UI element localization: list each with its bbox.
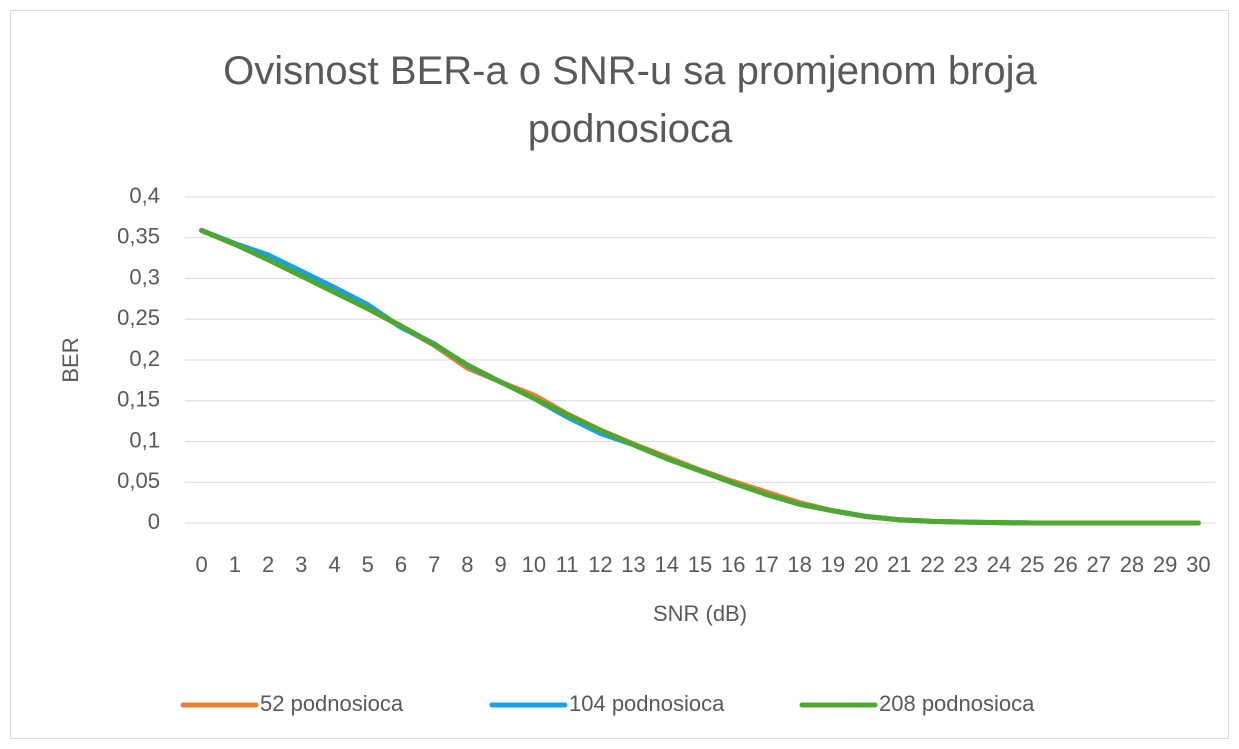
y-tick-label: 0,05 [117, 468, 160, 493]
x-tick-label: 4 [328, 552, 340, 577]
x-tick-label: 13 [621, 552, 645, 577]
x-tick-label: 16 [721, 552, 745, 577]
y-tick-label: 0,4 [129, 183, 160, 208]
x-tick-label: 20 [854, 552, 878, 577]
y-tick-label: 0,25 [117, 305, 160, 330]
x-tick-label: 7 [428, 552, 440, 577]
y-tick-label: 0,15 [117, 387, 160, 412]
x-tick-label: 24 [987, 552, 1011, 577]
y-tick-label: 0,35 [117, 224, 160, 249]
x-tick-label: 28 [1120, 552, 1144, 577]
x-tick-label: 29 [1153, 552, 1177, 577]
y-tick-label: 0,3 [129, 264, 160, 289]
y-tick-label: 0,2 [129, 346, 160, 371]
legend-label: 52 podnosioca [260, 691, 404, 716]
x-tick-label: 19 [821, 552, 845, 577]
x-tick-label: 0 [195, 552, 207, 577]
x-tick-label: 25 [1020, 552, 1044, 577]
x-tick-label: 14 [655, 552, 679, 577]
legend-label: 208 podnosioca [879, 691, 1035, 716]
legend-label: 104 podnosioca [569, 691, 725, 716]
x-tick-label: 6 [395, 552, 407, 577]
x-tick-label: 5 [362, 552, 374, 577]
x-tick-label: 27 [1086, 552, 1110, 577]
chart-border [10, 10, 1229, 739]
chart-title: Ovisnost BER-a o SNR-u sa promjenom broj… [223, 49, 1037, 151]
x-tick-label: 18 [787, 552, 811, 577]
x-tick-label: 1 [229, 552, 241, 577]
x-tick-label: 3 [295, 552, 307, 577]
x-tick-label: 15 [688, 552, 712, 577]
x-tick-label: 2 [262, 552, 274, 577]
x-tick-label: 22 [920, 552, 944, 577]
series-line [199, 227, 1201, 526]
x-tick-label: 26 [1053, 552, 1077, 577]
y-tick-label: 0,1 [129, 427, 160, 452]
x-tick-label: 10 [522, 552, 546, 577]
x-tick-label: 23 [954, 552, 978, 577]
x-axis-label: SNR (dB) [653, 601, 747, 626]
x-tick-label: 9 [495, 552, 507, 577]
x-tick-label: 30 [1186, 552, 1210, 577]
x-tick-label: 12 [588, 552, 612, 577]
x-tick-label: 17 [754, 552, 778, 577]
x-tick-label: 11 [556, 552, 579, 577]
x-tick-label: 8 [461, 552, 473, 577]
x-tick-label: 21 [887, 552, 911, 577]
y-axis-label: BER [58, 337, 83, 382]
y-tick-label: 0 [148, 509, 160, 534]
